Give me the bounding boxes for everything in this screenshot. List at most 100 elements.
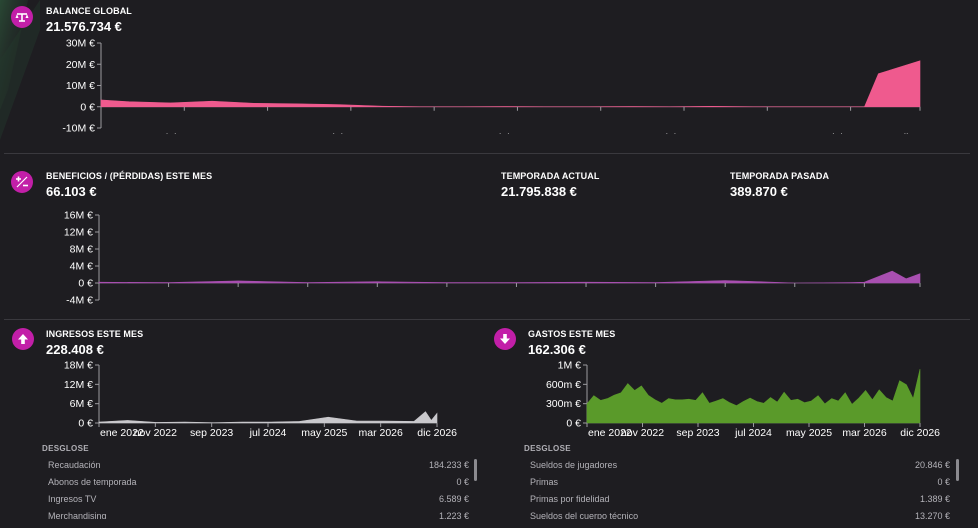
section-divider — [4, 319, 970, 320]
section-divider — [4, 153, 970, 154]
arrow-up-icon — [12, 328, 34, 350]
y-tick-label: 10M € — [66, 80, 95, 92]
expenses-breakdown-row: Sueldos de jugadores 20.846 € — [530, 460, 950, 477]
x-tick-label: ene 2025 — [579, 132, 623, 134]
x-tick-label: ene 2022 — [100, 304, 144, 305]
x-tick-label: jul 2024 — [498, 132, 536, 134]
y-tick-label: 1M € — [558, 360, 582, 372]
profit-value: 66.103 € — [46, 184, 97, 199]
x-tick-label: abr 2023 — [287, 304, 329, 305]
expenses-breakdown-row: Primas por fidelidad 1.389 € — [530, 494, 950, 511]
y-tick-label: -10M € — [62, 123, 95, 135]
x-tick-label: jul 2024 — [249, 427, 287, 439]
breakdown-item-amount: 184.233 € — [428, 460, 469, 470]
x-tick-label: dic 2026 — [417, 427, 457, 439]
breakdown-item-name: Sueldos de jugadores — [530, 460, 618, 470]
x-tick-label: jul 2025 — [665, 132, 703, 134]
x-tick-label: sep 2023 — [676, 427, 719, 439]
profit-chart: 16M € 12M € 8M € 4M € 0 € -4M € ene 2022jun 20… — [64, 210, 940, 306]
income-breakdown-row: Ingresos TV 6.589 € — [48, 494, 469, 511]
breakdown-item-name: Abonos de temporada — [48, 477, 137, 487]
y-tick-label: 12M € — [64, 379, 93, 391]
y-tick-label: 8M € — [70, 244, 94, 256]
breakdown-item-amount: 0 € — [937, 477, 950, 487]
y-tick-label: 600m € — [546, 379, 581, 391]
breakdown-item-name: Primas — [530, 477, 559, 487]
x-tick-label: jul 2024 — [734, 427, 772, 439]
income-breakdown-row: Merchandising 1.223 € — [48, 511, 469, 519]
series-area — [100, 60, 921, 108]
x-tick-label: sep 2023 — [356, 304, 399, 305]
y-tick-label: 0 € — [80, 101, 95, 113]
breakdown-item-amount: 0 € — [456, 477, 469, 487]
breakdown-item-name: Recaudación — [48, 460, 101, 470]
income-breakdown-row: Abonos de temporada 0 € — [48, 477, 469, 494]
expenses-breakdown-title: DESGLOSE — [524, 444, 571, 453]
x-tick-label: ene 2022 — [588, 427, 632, 439]
x-tick-label: may 2025 — [786, 427, 832, 439]
x-tick-label: jul 2026 — [831, 132, 869, 134]
x-tick-label: feb 2024 — [426, 304, 467, 305]
arrow-down-icon — [494, 328, 516, 350]
x-tick-label: sep 2023 — [190, 427, 233, 439]
x-tick-label: jul 2024 — [497, 304, 535, 305]
x-tick-label: nov 2022 — [134, 427, 177, 439]
x-tick-label: mar 2026 — [358, 427, 403, 439]
series-area — [586, 369, 921, 424]
balance-label: BALANCE GLOBAL — [46, 6, 132, 16]
income-value: 228.408 € — [46, 342, 104, 357]
x-tick-label: ene 2023 — [246, 132, 290, 134]
y-tick-label: 300m € — [546, 398, 581, 410]
series-area — [98, 270, 921, 284]
x-tick-label: jun 2022 — [147, 304, 188, 305]
y-tick-label: 20M € — [66, 59, 95, 71]
expenses-label: GASTOS ESTE MES — [528, 329, 616, 339]
balance-value: 21.576.734 € — [46, 19, 122, 34]
x-tick-label: dic 2026 — [900, 427, 940, 439]
breakdown-item-name: Sueldos del cuerpo técnico — [530, 511, 639, 519]
y-tick-label: 12M € — [64, 227, 93, 239]
expenses-breakdown-row: Sueldos del cuerpo técnico 13.270 € — [530, 511, 950, 519]
breakdown-item-amount: 20.846 € — [914, 460, 950, 470]
last-season-label: TEMPORADA PASADA — [730, 171, 830, 181]
plus-minus-icon — [11, 171, 33, 193]
x-tick-label: nov 2022 — [621, 427, 664, 439]
x-tick-label: may 2025 — [301, 427, 347, 439]
current-season-value: 21.795.838 € — [501, 184, 577, 199]
x-tick-label: ago 2026 — [842, 304, 886, 305]
x-tick-label: ene 2026 — [745, 132, 789, 134]
x-tick-label: mar 2026 — [773, 304, 818, 305]
current-season-label: TEMPORADA ACTUAL — [501, 171, 600, 181]
y-tick-label: 0 € — [78, 278, 93, 290]
scale-icon — [11, 6, 33, 28]
x-tick-label: mar 2026 — [842, 427, 887, 439]
x-tick-label: ene 2022 — [102, 132, 146, 134]
breakdown-item-name: Primas por fidelidad — [530, 494, 610, 504]
y-tick-label: 16M € — [64, 210, 93, 222]
x-tick-label: ene 2024 — [412, 132, 456, 134]
breakdown-item-amount: 1.389 € — [919, 494, 950, 504]
y-tick-label: 0 € — [78, 418, 93, 430]
y-tick-label: 0 € — [566, 418, 581, 430]
expenses-breakdown-row: Primas 0 € — [530, 477, 950, 494]
expenses-breakdown-scrollbar[interactable] — [956, 459, 959, 481]
x-tick-label: oct 2025 — [705, 304, 745, 305]
breakdown-item-amount: 1.223 € — [438, 511, 469, 519]
breakdown-item-amount: 13.270 € — [914, 511, 950, 519]
expenses-value: 162.306 € — [528, 342, 586, 357]
x-tick-label: ene 2022 — [100, 427, 144, 439]
x-tick-label: dic 2026 — [900, 132, 940, 134]
breakdown-item-name: Ingresos TV — [48, 494, 97, 504]
breakdown-item-name: Merchandising — [48, 511, 107, 519]
x-tick-label: dic 2024 — [566, 304, 606, 305]
x-tick-label: nov 2022 — [217, 304, 260, 305]
last-season-value: 389.870 € — [730, 184, 788, 199]
income-breakdown-scrollbar[interactable] — [474, 459, 477, 481]
x-tick-label: jul 2022 — [165, 132, 203, 134]
x-tick-label: jul 2023 — [331, 132, 369, 134]
profit-label: BENEFICIOS / (PÉRDIDAS) ESTE MES — [46, 171, 213, 181]
y-tick-label: -4M € — [66, 295, 93, 306]
income-breakdown-row: Recaudación 184.233 € — [48, 460, 469, 477]
